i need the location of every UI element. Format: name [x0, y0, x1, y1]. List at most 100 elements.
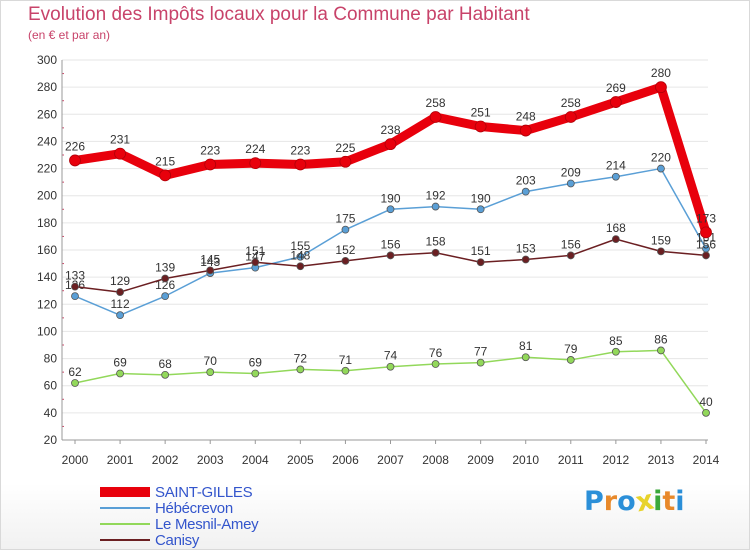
x-tick-label: 2006 — [332, 453, 359, 467]
data-point — [204, 158, 217, 171]
y-tick-label: 300 — [37, 53, 57, 67]
data-point — [521, 255, 530, 264]
data-label: 214 — [606, 159, 626, 173]
data-point — [386, 251, 395, 260]
data-label: 151 — [245, 244, 265, 258]
chart-title: Evolution des Impôts locaux pour la Comm… — [28, 4, 530, 25]
x-tick-label: 2010 — [512, 453, 539, 467]
data-point — [521, 353, 530, 362]
data-label: 70 — [204, 354, 218, 368]
x-tick-label: 2001 — [107, 453, 134, 467]
legend-label: SAINT-GILLES — [155, 483, 253, 501]
data-point — [341, 256, 350, 265]
y-tick-label: 160 — [37, 243, 57, 257]
data-label: 156 — [696, 237, 716, 251]
x-tick-label: 2013 — [648, 453, 675, 467]
data-point — [655, 81, 667, 94]
data-label: 151 — [471, 244, 491, 258]
data-label: 85 — [609, 334, 623, 348]
data-point — [161, 292, 170, 301]
data-label: 69 — [249, 356, 263, 370]
data-point — [386, 362, 395, 371]
data-point — [476, 258, 485, 267]
data-point — [206, 266, 215, 275]
data-point — [116, 369, 124, 378]
legend-swatch — [100, 507, 150, 509]
data-point — [476, 358, 485, 367]
data-label: 209 — [561, 166, 581, 180]
data-point — [386, 205, 395, 214]
data-label: 156 — [561, 237, 581, 251]
y-tick-label: 80 — [44, 352, 58, 366]
data-point — [249, 157, 262, 170]
data-label: 69 — [113, 356, 127, 370]
data-label: 145 — [200, 252, 220, 266]
legend: SAINT-GILLES Hébécrevon Le Mesnil-Amey C… — [100, 483, 259, 549]
legend-item-canisy: Canisy — [100, 531, 258, 549]
data-label: 133 — [65, 269, 85, 283]
data-point — [566, 356, 575, 364]
chart-subtitle: (en € et par an) — [28, 28, 111, 42]
data-label: 223 — [200, 144, 220, 158]
y-tick-label: 280 — [37, 80, 57, 94]
data-label: 126 — [155, 278, 175, 292]
data-point — [116, 311, 124, 320]
data-point — [700, 226, 712, 239]
data-point — [251, 369, 260, 378]
logo-letter: o — [617, 486, 636, 517]
y-tick-label: 40 — [44, 406, 58, 420]
data-label: 155 — [290, 239, 310, 253]
data-label: 112 — [111, 297, 130, 311]
logo-letter: P — [584, 486, 604, 517]
data-point — [296, 252, 305, 261]
data-label: 81 — [519, 339, 533, 353]
data-point — [116, 288, 124, 296]
data-label: 129 — [110, 274, 130, 288]
proxiti-logo: Proxiti — [584, 485, 685, 519]
data-point — [384, 138, 397, 151]
data-label: 139 — [155, 261, 175, 275]
data-point — [339, 155, 352, 168]
x-tick-label: 2005 — [287, 453, 314, 467]
y-tick-label: 240 — [37, 134, 57, 148]
y-tick-label: 180 — [37, 216, 57, 230]
x-tick-label: 2011 — [558, 453, 584, 467]
data-point — [161, 370, 170, 379]
data-label: 238 — [380, 123, 400, 137]
legend-item-hebecrevon: Hébécrevon — [100, 500, 258, 517]
logo-letter: r — [603, 486, 618, 517]
data-label: 190 — [380, 191, 400, 205]
data-point — [611, 172, 620, 181]
data-label: 71 — [339, 353, 353, 367]
data-label: 153 — [516, 242, 536, 256]
data-point — [71, 379, 79, 387]
data-label: 173 — [696, 211, 716, 225]
data-label: 280 — [651, 66, 671, 80]
data-point — [206, 368, 215, 377]
legend-item-le-mesnil-amey: Le Mesnil-Amey — [100, 516, 259, 533]
data-label: 159 — [651, 233, 671, 247]
x-tick-label: 2014 — [693, 453, 720, 467]
logo-letter: i — [653, 486, 663, 517]
y-tick-label: 20 — [44, 433, 58, 447]
x-tick-label: 2009 — [467, 453, 494, 467]
data-label: 148 — [290, 248, 310, 262]
data-label: 79 — [564, 342, 578, 356]
legend-label: Canisy — [155, 531, 200, 549]
data-point — [71, 292, 79, 301]
x-tick-label: 2003 — [197, 453, 224, 467]
data-point — [657, 247, 665, 256]
y-tick-label: 120 — [37, 297, 57, 311]
data-label: 215 — [155, 154, 175, 168]
data-label: 143 — [200, 255, 220, 269]
data-point — [611, 347, 620, 356]
data-point — [431, 248, 440, 257]
x-tick-label: 2000 — [62, 453, 89, 467]
data-point — [519, 124, 532, 137]
data-point — [159, 169, 172, 182]
data-label: 226 — [65, 139, 85, 153]
data-label: 251 — [471, 106, 491, 120]
data-label: 40 — [699, 395, 713, 409]
